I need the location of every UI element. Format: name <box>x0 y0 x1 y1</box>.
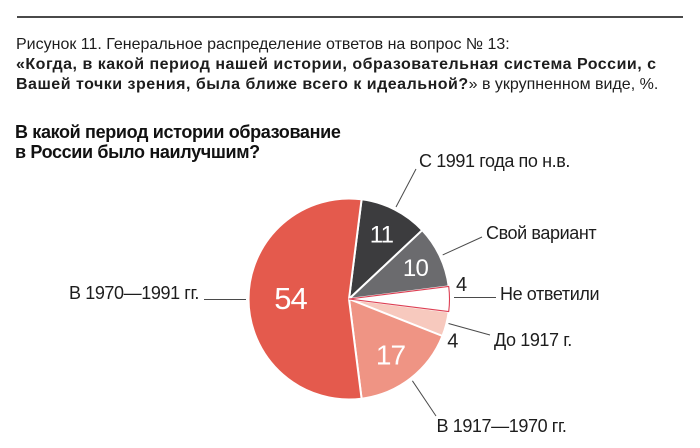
svg-text:4: 4 <box>447 331 458 353</box>
svg-text:11: 11 <box>370 221 394 248</box>
svg-text:17: 17 <box>376 340 406 371</box>
svg-text:10: 10 <box>403 255 429 282</box>
svg-text:54: 54 <box>274 281 307 316</box>
svg-text:4: 4 <box>456 274 467 296</box>
